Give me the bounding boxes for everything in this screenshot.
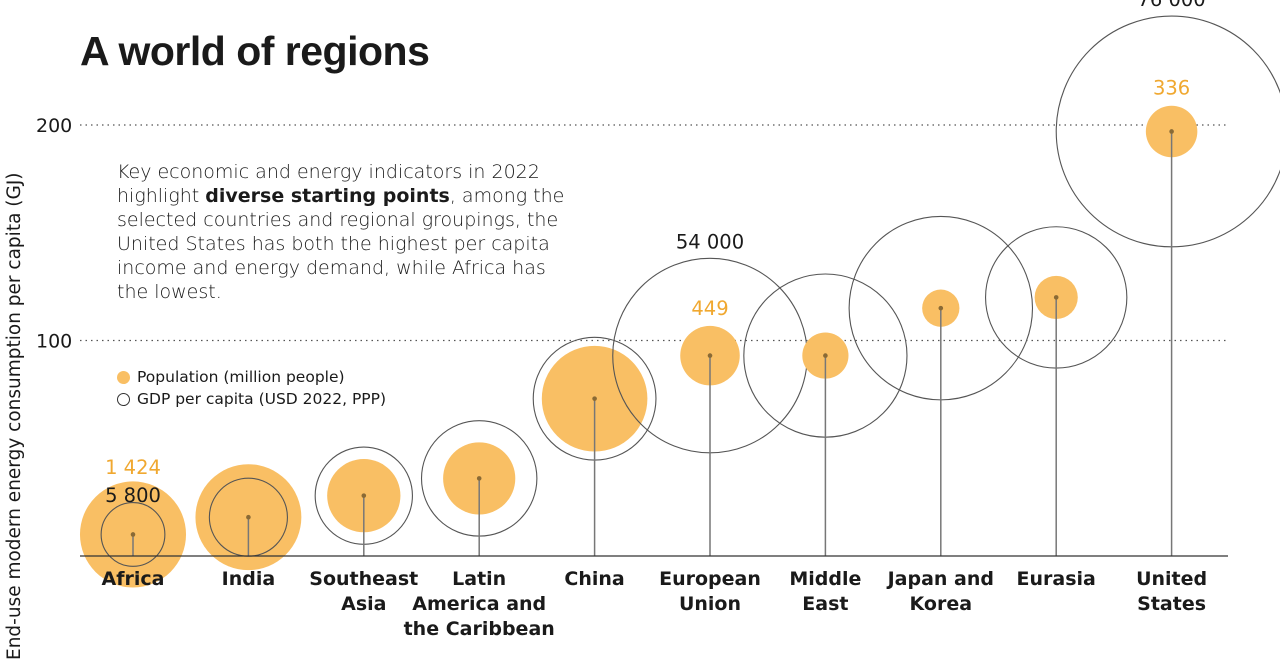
y-tick-label: 200 xyxy=(36,115,72,137)
data-point xyxy=(476,476,482,481)
data-point xyxy=(823,353,828,358)
x-category-label: China xyxy=(564,568,624,590)
gdp-value-label: 54 000 xyxy=(676,230,744,253)
legend: Population (million people) GDP per capi… xyxy=(117,366,386,410)
gdp-value-label: 76 000 xyxy=(1137,0,1205,11)
x-category-label: United xyxy=(1136,568,1207,590)
data-point xyxy=(130,532,136,537)
data-point xyxy=(1053,295,1059,300)
x-category-label: European xyxy=(659,568,761,590)
x-category-label: Eurasia xyxy=(1017,568,1096,590)
data-point xyxy=(938,305,944,311)
gdp-bubble xyxy=(100,502,166,567)
legend-label: GDP per capita (USD 2022, PPP) xyxy=(137,390,387,408)
y-axis-label: End-use modern energy consumption per ca… xyxy=(4,172,25,660)
data-point xyxy=(592,396,597,401)
x-category-label: East xyxy=(802,593,848,615)
data-point xyxy=(246,514,251,520)
filled-circle-icon xyxy=(117,370,130,384)
x-category-label: Union xyxy=(679,593,741,615)
legend-item-gdp: GDP per capita (USD 2022, PPP) xyxy=(117,388,386,410)
intro-text: Key economic and energy indicators in 20… xyxy=(117,160,567,304)
intro-text-bold: diverse starting points xyxy=(205,185,450,207)
population-value-label: 336 xyxy=(1153,77,1190,100)
y-tick-label: 100 xyxy=(36,331,72,353)
data-point xyxy=(361,493,367,498)
x-category-label: Japan and xyxy=(886,568,994,590)
legend-item-population: Population (million people) xyxy=(117,366,386,388)
intro-text-part: Key economic and energy indicators in 20… xyxy=(117,161,540,207)
x-category-label: Latin xyxy=(452,568,506,590)
x-category-label: Asia xyxy=(341,593,386,615)
legend-label: Population (million people) xyxy=(137,368,345,386)
data-point xyxy=(1169,129,1174,134)
x-category-label: Africa xyxy=(102,568,165,590)
outline-circle-icon xyxy=(117,392,130,406)
data-point xyxy=(707,353,713,358)
x-category-label: States xyxy=(1137,593,1206,615)
population-value-label: 449 xyxy=(691,297,728,320)
gdp-value-label: 5 800 xyxy=(105,484,161,507)
x-category-label: Southeast xyxy=(309,568,418,590)
intro-text-part: , among the selected countries and regio… xyxy=(117,185,565,303)
x-category-label: India xyxy=(222,568,276,590)
x-category-label: Middle xyxy=(789,568,861,590)
page-title: A world of regions xyxy=(80,28,430,74)
x-category-label: America and xyxy=(412,593,546,615)
x-category-label: the Caribbean xyxy=(404,618,555,640)
population-value-label: 1 424 xyxy=(105,456,161,479)
x-category-label: Korea xyxy=(910,593,973,615)
